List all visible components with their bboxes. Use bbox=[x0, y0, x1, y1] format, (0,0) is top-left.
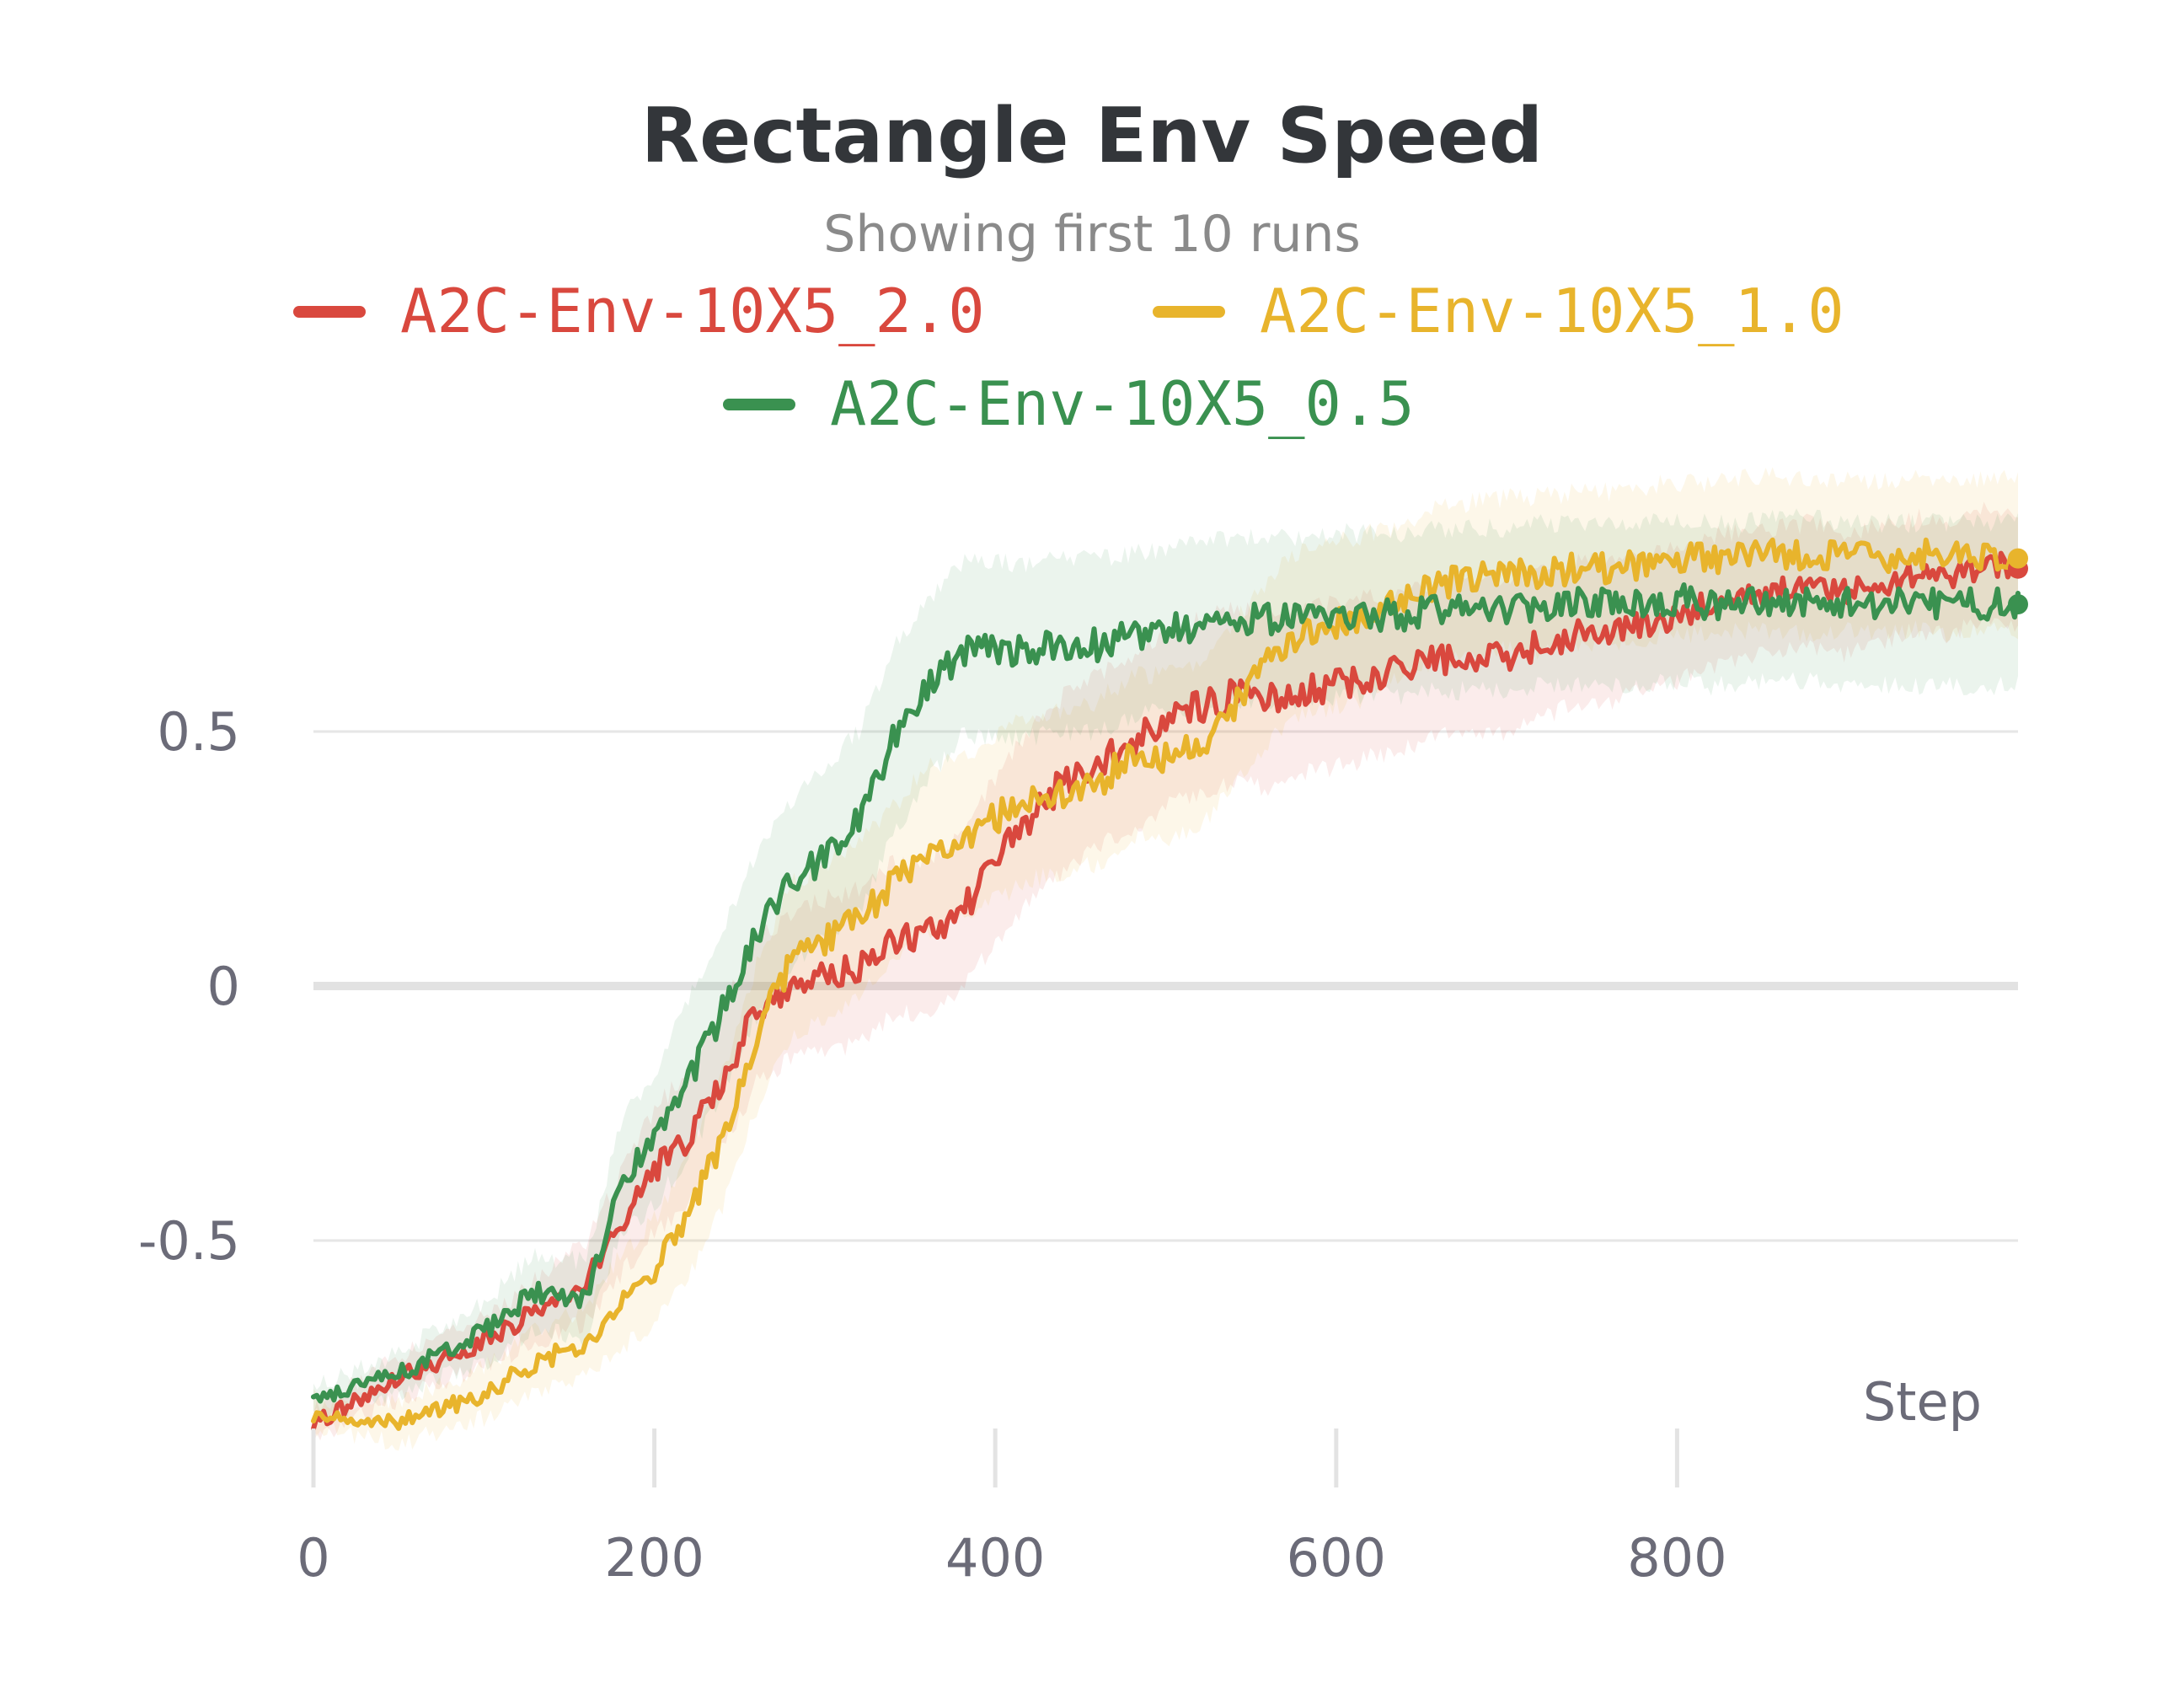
series-lines bbox=[311, 537, 2021, 1432]
x-tick-label: 800 bbox=[1627, 1527, 1726, 1589]
legend-label: A2C-Env-10X5_1.0 bbox=[1260, 276, 1844, 346]
chart-title: Rectangle Env Speed bbox=[641, 92, 1543, 180]
series-band bbox=[313, 467, 2018, 1451]
x-tick-label: 0 bbox=[297, 1527, 329, 1589]
x-tick-label: 400 bbox=[945, 1527, 1045, 1589]
series-endpoints bbox=[2008, 548, 2028, 614]
legend: A2C-Env-10X5_2.0 A2C-Env-10X5_1.0 A2C-Env-… bbox=[293, 276, 1844, 439]
x-tick-label: 200 bbox=[604, 1527, 704, 1589]
y-tick-label: 0.5 bbox=[157, 701, 240, 763]
chart-subtitle: Showing first 10 runs bbox=[823, 205, 1360, 264]
series-band bbox=[313, 508, 2018, 1425]
y-tick-label: 0 bbox=[207, 956, 240, 1017]
legend-label: A2C-Env-10X5_0.5 bbox=[830, 368, 1415, 439]
series-endpoint bbox=[2008, 594, 2028, 614]
series-line bbox=[311, 582, 2021, 1404]
y-tick-label: -0.5 bbox=[138, 1210, 240, 1272]
legend-label: A2C-Env-10X5_2.0 bbox=[400, 276, 985, 346]
x-tick-label: 600 bbox=[1287, 1527, 1386, 1589]
series-line bbox=[311, 537, 2021, 1431]
x-axis-ticks: 0 200 400 600 800 bbox=[297, 1428, 1727, 1589]
x-axis-label: Step bbox=[1863, 1371, 1982, 1433]
series-endpoint bbox=[2008, 548, 2028, 569]
y-axis-ticks: 0.5 0 -0.5 bbox=[138, 701, 240, 1272]
